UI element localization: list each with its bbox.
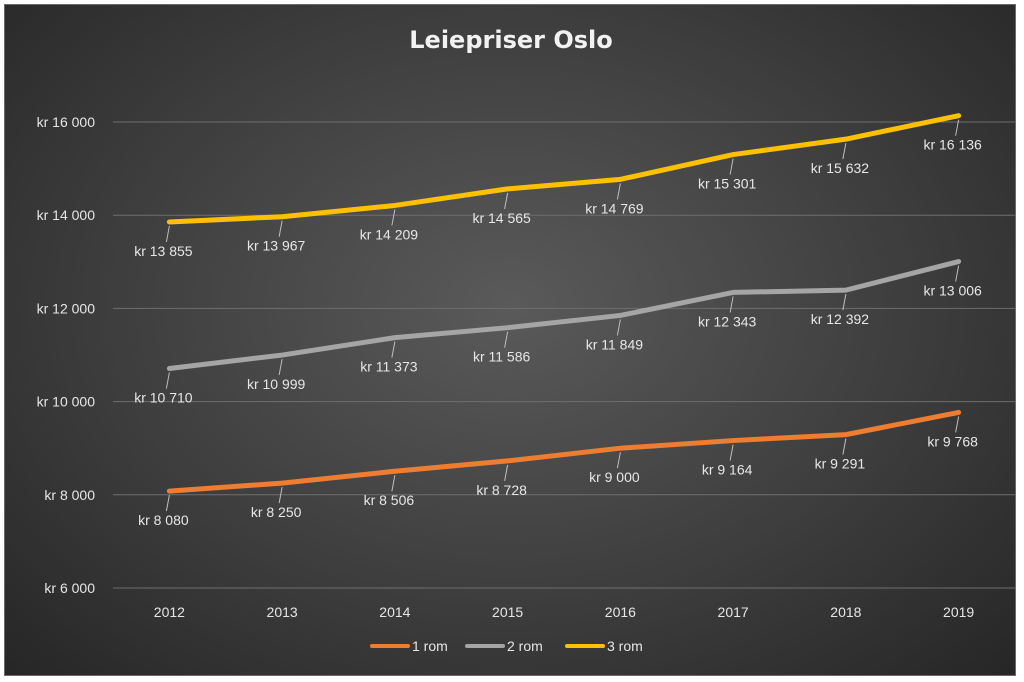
label-leader-lines [165, 119, 960, 512]
leader-line [616, 452, 621, 469]
leader-line [391, 475, 396, 492]
data-label: kr 9 164 [702, 462, 753, 478]
x-tick-label: 2016 [605, 604, 636, 620]
data-label: kr 9 000 [589, 469, 640, 485]
leader-line [391, 341, 396, 358]
leader-line [616, 319, 621, 336]
data-label: kr 8 080 [138, 512, 189, 528]
data-label: kr 16 136 [923, 137, 982, 153]
leader-line [729, 296, 734, 313]
legend-label: 2 rom [507, 638, 543, 654]
y-tick-label: kr 12 000 [37, 300, 96, 316]
x-axis-tick-labels: 2012 2013 2014 2015 2016 2017 2018 2019 [154, 604, 975, 620]
y-tick-label: kr 6 000 [44, 580, 95, 596]
data-label: kr 15 301 [698, 176, 757, 192]
data-labels: kr 8 080 kr 8 250 kr 8 506 kr 8 728 kr 9 000… [134, 137, 982, 528]
legend: 1 rom 2 rom 3 rom [370, 638, 643, 654]
leader-line [278, 358, 283, 376]
data-label: kr 14 565 [472, 210, 531, 226]
x-tick-label: 2013 [267, 604, 298, 620]
x-tick-label: 2018 [830, 604, 861, 620]
data-label: kr 13 006 [923, 283, 982, 299]
series-line-1-rom [166, 409, 962, 494]
chart-area: Leiepriser Oslo kr 6 000 kr 8 000 kr 10 00… [4, 4, 1016, 676]
leader-line [842, 294, 847, 311]
leader-line [842, 438, 847, 455]
series-line-3-rom [166, 113, 962, 225]
legend-item-2-rom: 2 rom [465, 638, 543, 654]
data-label: kr 11 373 [360, 359, 418, 375]
data-label: kr 11 586 [473, 349, 531, 365]
data-label: kr 9 768 [927, 433, 978, 449]
data-label: kr 14 209 [360, 226, 419, 242]
leader-line [165, 372, 170, 389]
legend-label: 3 rom [607, 638, 643, 654]
leader-line [278, 220, 283, 237]
x-tick-label: 2019 [943, 604, 974, 620]
line-chart: Leiepriser Oslo kr 6 000 kr 8 000 kr 10 00… [37, 26, 1015, 654]
leader-line [842, 143, 847, 160]
y-tick-label: kr 14 000 [37, 207, 96, 223]
x-tick-label: 2015 [492, 604, 523, 620]
data-label: kr 10 710 [134, 390, 193, 406]
x-tick-label: 2014 [379, 604, 410, 620]
data-label: kr 8 728 [476, 482, 527, 498]
data-label: kr 12 392 [811, 311, 870, 327]
data-label: kr 13 967 [247, 238, 306, 254]
series-lines [166, 113, 962, 494]
leader-line [504, 331, 509, 348]
leader-line [729, 444, 734, 461]
y-tick-label: kr 16 000 [37, 114, 96, 130]
data-label: kr 11 849 [586, 336, 644, 352]
data-label: kr 14 769 [585, 200, 644, 216]
leader-line [165, 494, 170, 512]
leader-line [391, 209, 396, 226]
legend-item-1-rom: 1 rom [370, 638, 448, 654]
data-label: kr 15 632 [811, 160, 870, 176]
legend-label: 1 rom [412, 638, 448, 654]
y-tick-label: kr 10 000 [37, 394, 96, 410]
y-tick-label: kr 8 000 [44, 487, 95, 503]
data-label: kr 8 506 [364, 492, 415, 508]
chart-title: Leiepriser Oslo [409, 26, 612, 54]
leader-line [729, 158, 734, 175]
data-label: kr 10 999 [247, 376, 306, 392]
leader-line [955, 265, 960, 282]
gridlines [113, 121, 1015, 589]
leader-line [955, 416, 960, 433]
leader-line [165, 225, 170, 243]
leader-line [955, 119, 960, 136]
data-label: kr 8 250 [251, 504, 302, 520]
y-axis-tick-labels: kr 6 000 kr 8 000 kr 10 000 kr 12 000 kr 14 … [37, 114, 96, 596]
x-tick-label: 2012 [154, 604, 185, 620]
leader-line [616, 183, 621, 200]
leader-line [504, 464, 509, 481]
legend-item-3-rom: 3 rom [565, 638, 643, 654]
series-line-2-rom [166, 259, 962, 372]
data-label: kr 12 343 [698, 313, 757, 329]
leader-line [504, 192, 509, 209]
data-label: kr 9 291 [815, 456, 866, 472]
leader-line [278, 487, 283, 504]
data-label: kr 13 855 [134, 243, 193, 259]
x-tick-label: 2017 [718, 604, 749, 620]
